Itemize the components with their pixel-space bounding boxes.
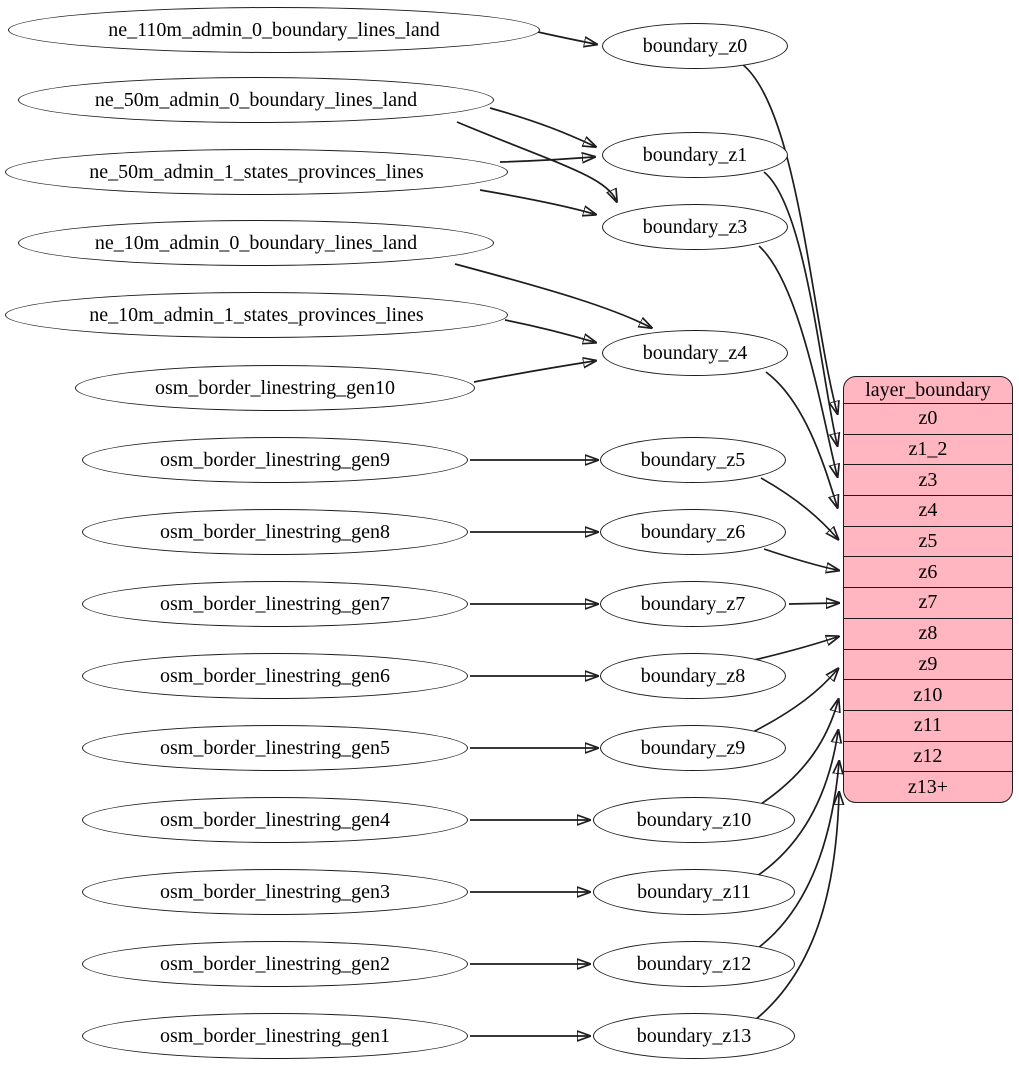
table-row-z12: z12: [844, 740, 1012, 772]
table-row-z8: z8: [844, 617, 1012, 649]
edge-ne_50m_admin_1-to-boundary_z3: [479, 189, 594, 214]
edge-boundary_z6-to-row_z6: [763, 548, 837, 570]
source-table-osm_border_linestring_gen8: osm_border_linestring_gen8: [82, 509, 468, 555]
table-row-z1_2: z1_2: [844, 433, 1012, 465]
table-row-z10: z10: [844, 679, 1012, 710]
node-label: boundary_z12: [636, 952, 752, 975]
table-row-z0: z0: [844, 403, 1012, 434]
edge-boundary_z11-to-row_z11: [756, 732, 838, 877]
edge-boundary_z3-to-row_z3: [758, 245, 837, 475]
node-label: boundary_z9: [640, 736, 746, 759]
node-boundary_z8: boundary_z8: [600, 653, 786, 699]
node-boundary_z6: boundary_z6: [600, 509, 786, 555]
source-table-ne_10m_admin_1_states_provinces_lines: ne_10m_admin_1_states_provinces_lines: [5, 292, 508, 338]
node-boundary_z12: boundary_z12: [593, 941, 795, 987]
source-table-ne_10m_admin_0_boundary_lines_land: ne_10m_admin_0_boundary_lines_land: [18, 220, 494, 266]
node-label: boundary_z11: [637, 880, 751, 903]
node-boundary_z9: boundary_z9: [600, 725, 786, 771]
node-label: ne_110m_admin_0_boundary_lines_land: [108, 18, 440, 41]
source-table-ne_50m_admin_0_boundary_lines_land: ne_50m_admin_0_boundary_lines_land: [18, 77, 494, 123]
node-label: boundary_z6: [640, 520, 746, 543]
edge-boundary_z7-to-row_z7: [788, 603, 837, 604]
node-label: osm_border_linestring_gen3: [160, 880, 390, 903]
node-label: osm_border_linestring_gen9: [160, 448, 390, 471]
edge-ne_10m_admin_0-to-boundary_z4: [454, 263, 650, 327]
source-table-osm_border_linestring_gen9: osm_border_linestring_gen9: [82, 437, 468, 483]
edge-ne_50m_admin_1-to-boundary_z1: [499, 157, 593, 162]
node-label: boundary_z3: [642, 215, 748, 238]
edge-boundary_z10-to-row_z10: [760, 701, 838, 805]
node-boundary_z5: boundary_z5: [600, 437, 786, 483]
table-row-z7: z7: [844, 587, 1012, 618]
table-row-z3: z3: [844, 464, 1012, 495]
node-label: ne_10m_admin_0_boundary_lines_land: [94, 231, 418, 254]
table-row-z13plus: z13+: [844, 771, 1012, 802]
edge-ne_110m_admin_0-to-boundary_z0: [537, 31, 595, 44]
source-table-osm_border_linestring_gen4: osm_border_linestring_gen4: [82, 797, 468, 843]
table-row-z4: z4: [844, 495, 1012, 526]
node-boundary_z10: boundary_z10: [593, 797, 795, 843]
node-label: osm_border_linestring_gen4: [160, 808, 390, 831]
edge-boundary_z1-to-row_z1_2: [763, 171, 837, 444]
source-table-osm_border_linestring_gen6: osm_border_linestring_gen6: [82, 653, 468, 699]
edge-ne_10m_admin_1-to-boundary_z4: [504, 319, 594, 342]
source-table-osm_border_linestring_gen10: osm_border_linestring_gen10: [75, 365, 475, 411]
source-table-osm_border_linestring_gen2: osm_border_linestring_gen2: [82, 941, 468, 987]
node-boundary_z13: boundary_z13: [593, 1013, 795, 1059]
source-table-osm_border_linestring_gen3: osm_border_linestring_gen3: [82, 869, 468, 915]
node-boundary_z0: boundary_z0: [602, 23, 788, 69]
node-label: ne_50m_admin_1_states_provinces_lines: [89, 160, 424, 183]
edge-boundary_z4-to-row_z4: [765, 371, 837, 506]
edge-osm_gen10-to-boundary_z4: [473, 361, 594, 383]
edge-boundary_z5-to-row_z5: [760, 477, 837, 538]
node-label: boundary_z0: [642, 34, 748, 57]
node-label: osm_border_linestring_gen1: [160, 1024, 390, 1047]
table-row-z5: z5: [844, 525, 1012, 557]
node-boundary_z3: boundary_z3: [602, 204, 788, 250]
edge-ne_50m_admin_0-to-boundary_z1: [489, 107, 594, 146]
node-boundary_z7: boundary_z7: [600, 581, 786, 627]
source-table-osm_border_linestring_gen7: osm_border_linestring_gen7: [82, 581, 468, 627]
node-label: osm_border_linestring_gen7: [160, 592, 390, 615]
table-layer_boundary: layer_boundary z0 z1_2 z3 z4 z5 z6 z7 z8…: [843, 376, 1013, 803]
edge-boundary_z8-to-row_z8: [753, 637, 837, 661]
node-boundary_z11: boundary_z11: [593, 869, 795, 915]
node-label: boundary_z10: [636, 808, 752, 831]
edge-boundary_z0-to-row_z0: [741, 63, 837, 412]
source-table-ne_110m_admin_0_boundary_lines_land: ne_110m_admin_0_boundary_lines_land: [8, 7, 540, 53]
edge-ne_50m_admin_0-to-boundary_z3: [456, 121, 616, 200]
table-title: layer_boundary: [865, 378, 991, 401]
table-row-z11: z11: [844, 709, 1012, 741]
node-label: ne_50m_admin_0_boundary_lines_land: [94, 88, 418, 111]
node-label: ne_10m_admin_1_states_provinces_lines: [89, 303, 424, 326]
edge-boundary_z12-to-row_z12: [757, 763, 839, 949]
node-label: boundary_z13: [636, 1024, 752, 1047]
node-label: boundary_z1: [642, 143, 748, 166]
node-boundary_z1: boundary_z1: [602, 132, 788, 178]
node-label: boundary_z4: [642, 341, 748, 364]
table-row-z9: z9: [844, 648, 1012, 680]
node-label: osm_border_linestring_gen5: [160, 736, 390, 759]
node-label: boundary_z7: [640, 592, 746, 615]
table-row-z6: z6: [844, 556, 1012, 587]
edge-boundary_z13-to-row_z13plus: [754, 794, 839, 1021]
node-label: boundary_z8: [640, 664, 746, 687]
source-table-osm_border_linestring_gen1: osm_border_linestring_gen1: [82, 1013, 468, 1059]
edge-boundary_z9-to-row_z9: [750, 670, 837, 734]
source-table-osm_border_linestring_gen5: osm_border_linestring_gen5: [82, 725, 468, 771]
source-table-ne_50m_admin_1_states_provinces_lines: ne_50m_admin_1_states_provinces_lines: [5, 149, 508, 195]
node-label: osm_border_linestring_gen6: [160, 664, 390, 687]
node-label: osm_border_linestring_gen8: [160, 520, 390, 543]
node-boundary_z4: boundary_z4: [602, 330, 788, 376]
node-label: osm_border_linestring_gen10: [155, 376, 395, 399]
node-label: osm_border_linestring_gen2: [160, 952, 390, 975]
node-label: boundary_z5: [640, 448, 746, 471]
